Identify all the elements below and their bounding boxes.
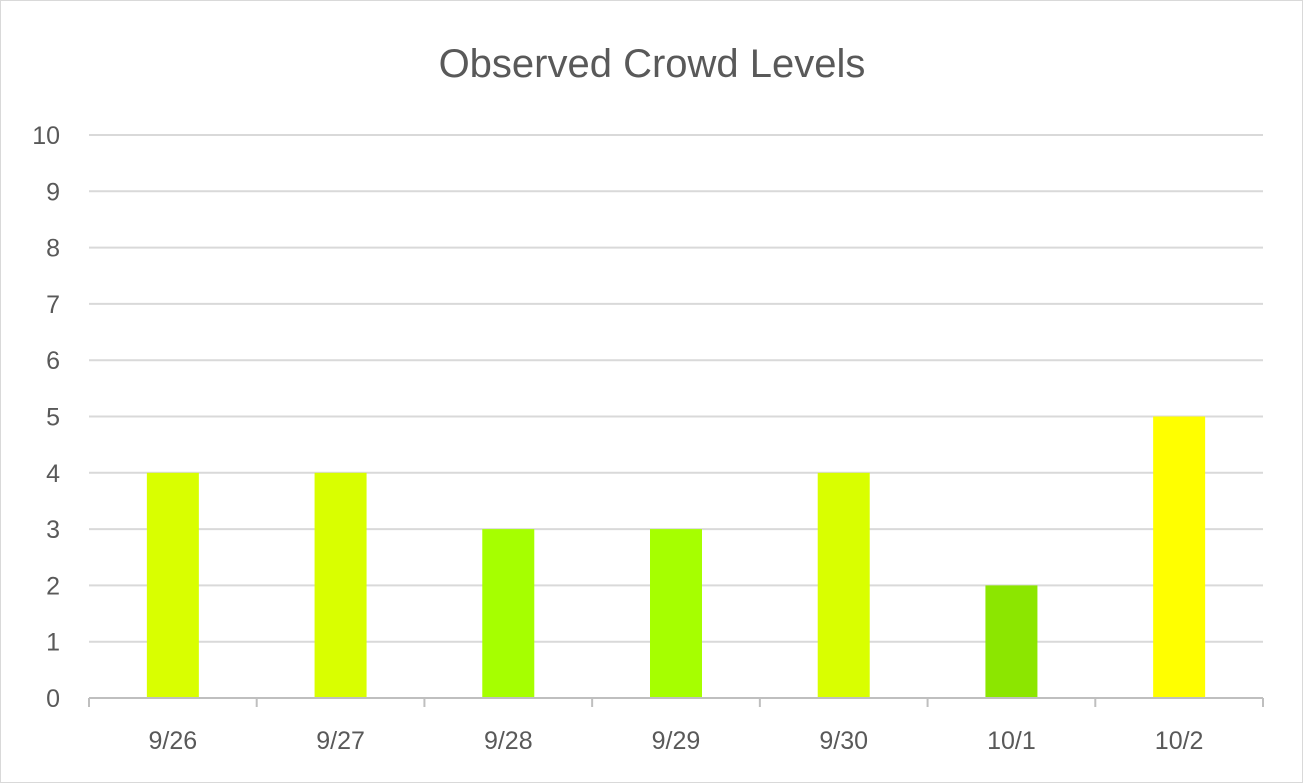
y-tick-label: 2 — [46, 572, 60, 600]
x-tick-label: 9/27 — [316, 727, 365, 755]
bar — [650, 529, 702, 698]
bar — [1153, 416, 1206, 698]
x-tick-label: 9/26 — [149, 727, 198, 755]
y-tick-label: 0 — [46, 685, 60, 713]
chart-title: Observed Crowd Levels — [439, 42, 866, 86]
bar — [146, 472, 199, 698]
y-tick-label: 7 — [46, 291, 60, 319]
bar — [985, 585, 1038, 698]
x-tick-label: 9/28 — [484, 727, 533, 755]
y-tick-label: 1 — [46, 629, 60, 657]
bar — [817, 472, 870, 698]
x-axis-tick-labels: 9/26 9/27 9/28 9/29 9/30 10/1 10/2 — [149, 727, 1204, 755]
y-tick-label: 5 — [46, 404, 60, 432]
gridlines — [89, 134, 1263, 643]
bars — [146, 416, 1206, 698]
y-tick-label: 3 — [46, 516, 60, 544]
y-tick-label: 8 — [46, 235, 60, 263]
x-tick-label: 10/2 — [1155, 727, 1204, 755]
y-tick-label: 6 — [46, 347, 60, 375]
y-axis-ticks: 0 1 2 3 4 5 6 7 8 9 10 — [32, 122, 60, 713]
y-tick-label: 9 — [46, 178, 60, 206]
x-tick-label: 9/30 — [819, 727, 868, 755]
x-tick-label: 10/1 — [987, 727, 1036, 755]
y-tick-label: 4 — [46, 460, 60, 488]
y-tick-label: 10 — [32, 122, 60, 150]
bar — [482, 529, 535, 698]
bar — [314, 472, 367, 698]
x-tick-label: 9/29 — [652, 727, 701, 755]
x-axis — [88, 697, 1264, 707]
